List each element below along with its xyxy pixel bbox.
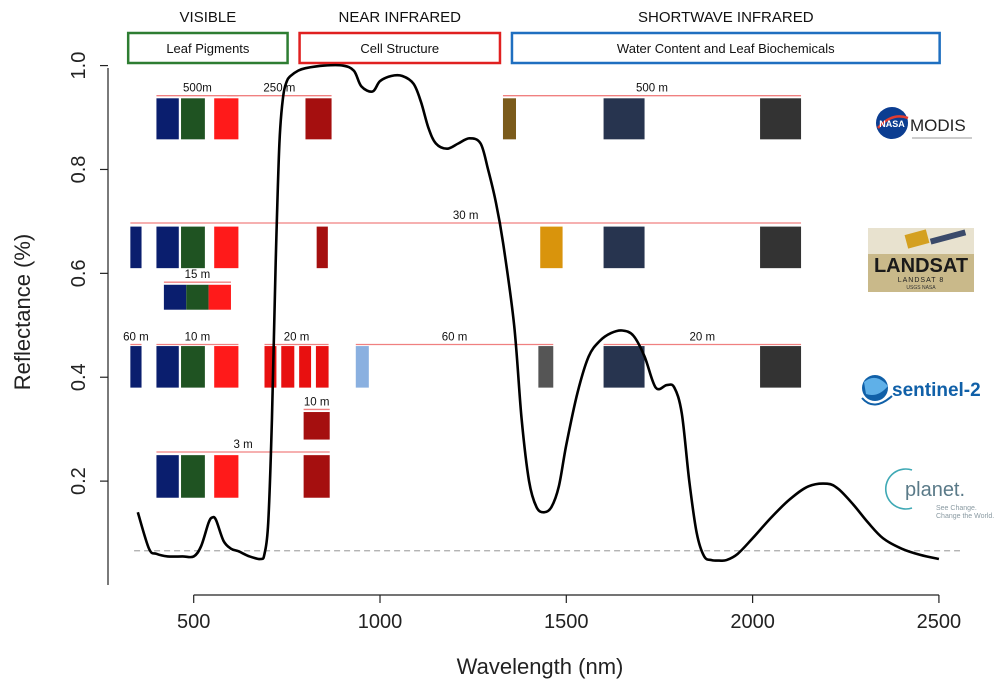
band-1-7 [760, 226, 802, 269]
y-tick-label-4: 1.0 [68, 52, 90, 80]
band-0-0 [156, 98, 179, 140]
region-subtitle-0: Leaf Pigments [166, 41, 250, 56]
band-2-0 [130, 346, 142, 388]
planet-tagline-1: See Change. [936, 505, 977, 512]
band-0-1 [181, 98, 205, 140]
y-tick-label-3: 0.8 [68, 156, 90, 184]
band-0-4 [502, 98, 517, 140]
reflectance-curve [136, 63, 940, 563]
sensor-bands: 500m 250 m 500 m 30 m 15 m 60 m 10 m 20 m 60 m 20… [123, 83, 802, 498]
planet-tagline-2: Change the World. [936, 513, 994, 520]
region-title-2: SHORTWAVE INFRARED [638, 9, 814, 26]
x-tick-label-0: 500 [177, 611, 210, 633]
region-subtitle-2: Water Content and Leaf Biochemicals [617, 41, 835, 56]
landsat-logo-subtext: LANDSAT 8 [898, 277, 944, 284]
x-tick-label-3: 2000 [730, 611, 775, 633]
x-tick-label-4: 2500 [917, 611, 962, 633]
landsat-satellite-icon [904, 229, 930, 249]
band-1-4 [316, 226, 328, 269]
resolution-label-2-1: 10 m [185, 332, 211, 344]
landsat-logo-text: LANDSAT [874, 255, 968, 277]
nasa-badge-text: NASA [879, 119, 905, 129]
sentinel-orbit-icon [861, 395, 893, 406]
y-axis-title: Reflectance (%) [10, 234, 35, 391]
band-2-1 [156, 346, 179, 388]
region-title-0: VISIBLE [180, 9, 237, 26]
band-3-2 [214, 455, 239, 498]
band-2-3 [214, 346, 239, 388]
band-1-2 [181, 226, 205, 269]
resolution-label-2-2: 20 m [284, 332, 310, 344]
region-box-1 [298, 31, 502, 65]
resolution-label-2-3: 60 m [442, 332, 468, 344]
y-tick-label-0: 0.2 [68, 467, 90, 495]
band-2-5 [281, 346, 295, 388]
sensor-group-0: 500m 250 m 500 m [156, 83, 802, 140]
band-2-6 [299, 346, 312, 388]
sensor-group-3: 3 m [156, 439, 330, 498]
x-tick-label-1: 1000 [358, 611, 403, 633]
sentinel-globe-highlight-icon [864, 377, 888, 395]
resolution-label-0-1: 250 m [263, 83, 295, 95]
band-1-6 [603, 226, 645, 269]
band-2-7 [315, 346, 329, 388]
sentinel-2-logo: sentinel-2 [861, 375, 981, 406]
resolution-label-3-0: 3 m [233, 439, 252, 451]
band-2-10 [603, 346, 645, 388]
band-2-11 [760, 346, 802, 388]
y-tick-label-2: 0.6 [68, 259, 90, 287]
region-title-1: NEAR INFRARED [339, 9, 462, 26]
nasa-meatball-icon [876, 107, 908, 139]
x-axis-title: Wavelength (nm) [457, 654, 624, 679]
band-1-3 [214, 226, 239, 269]
resolution-label-0-2: 500 m [636, 83, 668, 95]
band-1-10 [208, 284, 231, 310]
planet-ring-icon [885, 468, 913, 510]
y-tick-label-1: 0.4 [68, 363, 90, 391]
resolution-label-2-0: 60 m [123, 332, 149, 344]
spectral-regions: VISIBLE Leaf Pigments NEAR INFRARED Cell St… [126, 9, 941, 65]
band-2-4 [264, 346, 277, 388]
band-1-0 [130, 226, 142, 269]
region-box-2 [510, 31, 941, 65]
landsat-logo-subtext-2: USGS NASA [906, 285, 936, 291]
band-0-2 [214, 98, 239, 140]
region-subtitle-1: Cell Structure [360, 41, 439, 56]
band-0-5 [603, 98, 645, 140]
sentinel-2-logo-text: sentinel-2 [892, 380, 981, 401]
band-3-0 [156, 455, 179, 498]
sensor-group-1: 30 m 15 m [130, 210, 802, 310]
band-2-9 [538, 346, 554, 388]
band-2-12 [303, 412, 330, 440]
band-1-5 [540, 226, 563, 269]
resolution-label-2-5: 10 m [304, 396, 330, 408]
nasa-swoosh-icon [877, 115, 909, 129]
landsat-solar-panel-icon [929, 229, 967, 245]
modis-logo-text: MODIS [910, 116, 966, 135]
band-1-8 [163, 284, 187, 310]
band-3-3 [303, 455, 330, 498]
band-1-9 [186, 284, 209, 310]
x-tick-label-2: 1500 [544, 611, 589, 633]
resolution-label-1-0: 30 m [453, 210, 479, 222]
resolution-label-0-0: 500m [183, 83, 212, 95]
reflectance-series-line [136, 63, 940, 563]
band-0-6 [760, 98, 802, 140]
region-box-0 [126, 31, 289, 65]
resolution-label-1-1: 15 m [185, 269, 211, 281]
band-2-2 [181, 346, 205, 388]
band-2-8 [355, 346, 369, 388]
axes: 500 1000 1500 2000 2500 0.2 0.4 0.6 0.8 1.0 [68, 52, 961, 633]
planet-logo: planet. See Change.Change the World. [885, 468, 994, 520]
sensor-group-2: 60 m 10 m 20 m 60 m 20 m 10 m [123, 332, 802, 440]
resolution-label-2-4: 20 m [690, 332, 716, 344]
band-1-1 [156, 226, 179, 269]
modis-logo: NASA MODIS [876, 107, 972, 139]
band-0-3 [305, 98, 332, 140]
planet-logo-text: planet. [905, 479, 965, 501]
band-3-1 [181, 455, 205, 498]
